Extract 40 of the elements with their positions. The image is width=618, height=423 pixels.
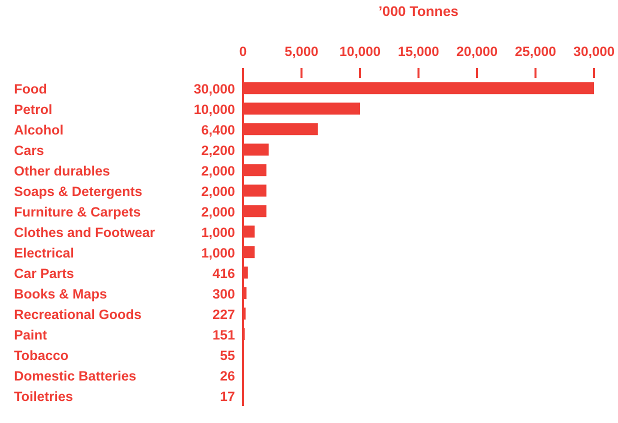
data-label: 300 <box>212 286 235 302</box>
y-tick-label: Tobacco <box>14 348 69 363</box>
data-label: 26 <box>220 368 236 384</box>
y-tick-label: Furniture & Carpets <box>14 204 141 220</box>
x-tick-label: 15,000 <box>398 44 440 59</box>
y-tick-label: Alcohol <box>14 122 64 138</box>
data-label: 10,000 <box>194 102 235 117</box>
y-tick-label: Other durables <box>14 163 110 178</box>
data-label: 6,400 <box>201 122 235 138</box>
y-tick-label: Electrical <box>14 245 74 260</box>
y-tick-label: Soaps & Detergents <box>14 184 142 199</box>
data-label: 2,000 <box>201 184 235 199</box>
x-tick-label: 0 <box>239 44 247 59</box>
data-label: 416 <box>212 266 236 281</box>
x-tick-label: 10,000 <box>339 44 381 59</box>
y-tick-label: Domestic Batteries <box>14 368 136 384</box>
y-tick-label: Clothes and Footwear <box>14 224 156 240</box>
data-label: 2,000 <box>201 163 235 178</box>
y-tick-label: Car Parts <box>14 266 74 281</box>
data-label: 1,000 <box>201 245 235 260</box>
data-label: 151 <box>212 327 236 342</box>
data-label: 55 <box>220 348 236 363</box>
x-tick-label: 5,000 <box>284 44 318 59</box>
data-label: 2,200 <box>201 142 235 158</box>
data-label: 17 <box>220 388 235 404</box>
data-label: 2,000 <box>201 204 235 220</box>
y-tick-label: Petrol <box>14 102 52 117</box>
data-label: 1,000 <box>201 224 235 240</box>
y-tick-label: Food <box>14 81 47 96</box>
y-tick-label: Recreational Goods <box>14 306 142 322</box>
y-tick-label: Paint <box>14 327 48 342</box>
y-tick-label: Cars <box>14 142 44 158</box>
x-axis-title: ’000 Tonnes <box>378 2 459 19</box>
data-label: 227 <box>212 306 235 322</box>
data-label: 30,000 <box>194 81 235 96</box>
x-tick-label: 20,000 <box>456 44 498 59</box>
x-tick-label: 25,000 <box>514 44 556 59</box>
x-tick-label: 30,000 <box>573 44 615 59</box>
y-tick-label: Books & Maps <box>14 286 108 302</box>
y-tick-label: Toiletries <box>14 388 74 404</box>
